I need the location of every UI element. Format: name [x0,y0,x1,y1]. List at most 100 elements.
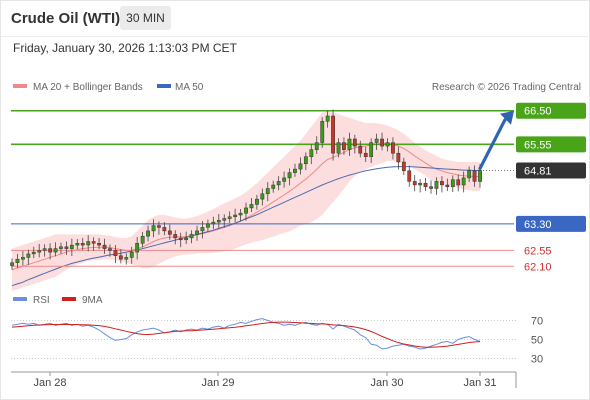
rsi-ma-legend-label: 9MA [82,295,103,306]
candle-body [167,230,172,235]
candle-body [440,181,444,186]
rsi-legend-label: RSI [33,295,50,306]
candle-body [97,243,101,246]
rsi-tick-50: 50 [531,335,543,347]
level-label-62-10: 62.10 [524,261,552,273]
level-label-66-50: 66.50 [524,106,552,118]
candle-body [15,258,20,263]
time-tick-label: Jan 31 [463,377,496,389]
candle-body [227,216,232,219]
candle-body [342,142,346,150]
candle-body [423,182,428,187]
candle-body [369,142,374,157]
level-label-65-55: 65.55 [524,139,552,151]
candle-body [42,248,47,251]
candle-body [352,138,357,147]
time-axis: Jan 28 Jan 29 Jan 30 Jan 31 [11,371,517,389]
level-label-64-81: 64.81 [524,165,552,177]
candle-body [429,186,433,189]
candle-body [216,220,221,223]
rsi-line [11,318,481,350]
level-label-62-55: 62.55 [524,245,552,257]
candle-body [162,227,167,232]
candle-body [151,225,156,232]
time-tick-label: Jan 30 [370,377,403,389]
forecast-arrow [478,110,514,171]
level-label-box-63-30 [516,215,586,232]
candle-body [434,181,439,189]
forecast-arrow-head [500,110,514,125]
candle-body [69,244,74,249]
candle-body [135,243,140,253]
price-levels [11,109,514,267]
candle-body [385,142,390,147]
candle-body [265,188,270,195]
price-legend: MA 20 + Bollinger Bands MA 50 Research ©… [13,82,581,93]
candle-body [358,145,363,154]
candle-body [157,225,161,228]
candle-body [53,248,58,253]
level-labels: 66.50 65.55 64.81 63.30 62.55 62.10 [516,102,586,273]
candle-body [10,262,14,266]
candle-body [178,237,183,241]
candle-body [287,172,292,179]
chart-header: Crude Oil (WTI) 30 MIN [0,0,588,37]
candle-body [140,235,145,244]
candle-body [320,121,325,143]
candle-body [478,170,482,182]
candle-body [48,248,53,253]
ma20-bb-legend-swatch [13,84,27,88]
candle-body [336,142,341,154]
copyright-text: Research © 2026 Trading Central [432,82,581,93]
candle-body [200,227,205,232]
ma20-bb-legend-label: MA 20 + Bollinger Bands [33,82,143,93]
candle-body [102,244,107,249]
candle-body [396,152,401,163]
candle-body [80,243,85,246]
candle-body [412,181,417,186]
candle-body [271,184,276,189]
candle-body [347,138,352,150]
candle-body [146,230,150,237]
candle-body [113,250,118,256]
timestamp: Friday, January 30, 2026 1:13:03 PM CET [13,41,237,55]
candle-body [314,142,319,150]
candle-body [331,115,335,154]
candle-body [418,182,423,186]
level-label-box-65-55 [516,136,586,153]
candle-body [108,248,112,251]
candle-body [26,253,31,258]
candle-body [37,250,42,253]
candle-body [173,234,178,239]
ma50-legend-label: MA 50 [175,82,204,93]
candle-body [64,246,69,249]
candle-body [233,214,238,218]
candle-body [21,257,25,260]
time-tick-label: Jan 28 [33,377,66,389]
rsi-ma-legend-swatch [62,297,76,301]
rsi-tick-30: 30 [531,354,543,366]
candle-body [456,179,461,186]
bollinger-band [12,110,480,291]
candle-body [124,257,129,260]
candle-body [118,255,123,260]
candle-body [407,170,412,182]
candle-body [260,193,265,200]
level-label-box-66-50 [516,102,586,119]
rsi-legend-swatch [13,297,27,301]
candle-body [129,251,134,258]
candle-body [282,177,287,182]
instrument-title: Crude Oil (WTI) [11,10,121,27]
timeframe-badge[interactable]: 30 MIN [120,6,171,30]
candle-body [309,149,314,157]
candle-body [59,246,63,249]
candle-body [303,156,308,165]
candle-body [249,204,254,209]
candle-body [31,251,36,255]
candle-body [461,177,466,186]
candle-body [298,163,303,170]
candle-body [238,212,243,216]
candle-body [276,181,281,186]
candles [10,109,482,270]
